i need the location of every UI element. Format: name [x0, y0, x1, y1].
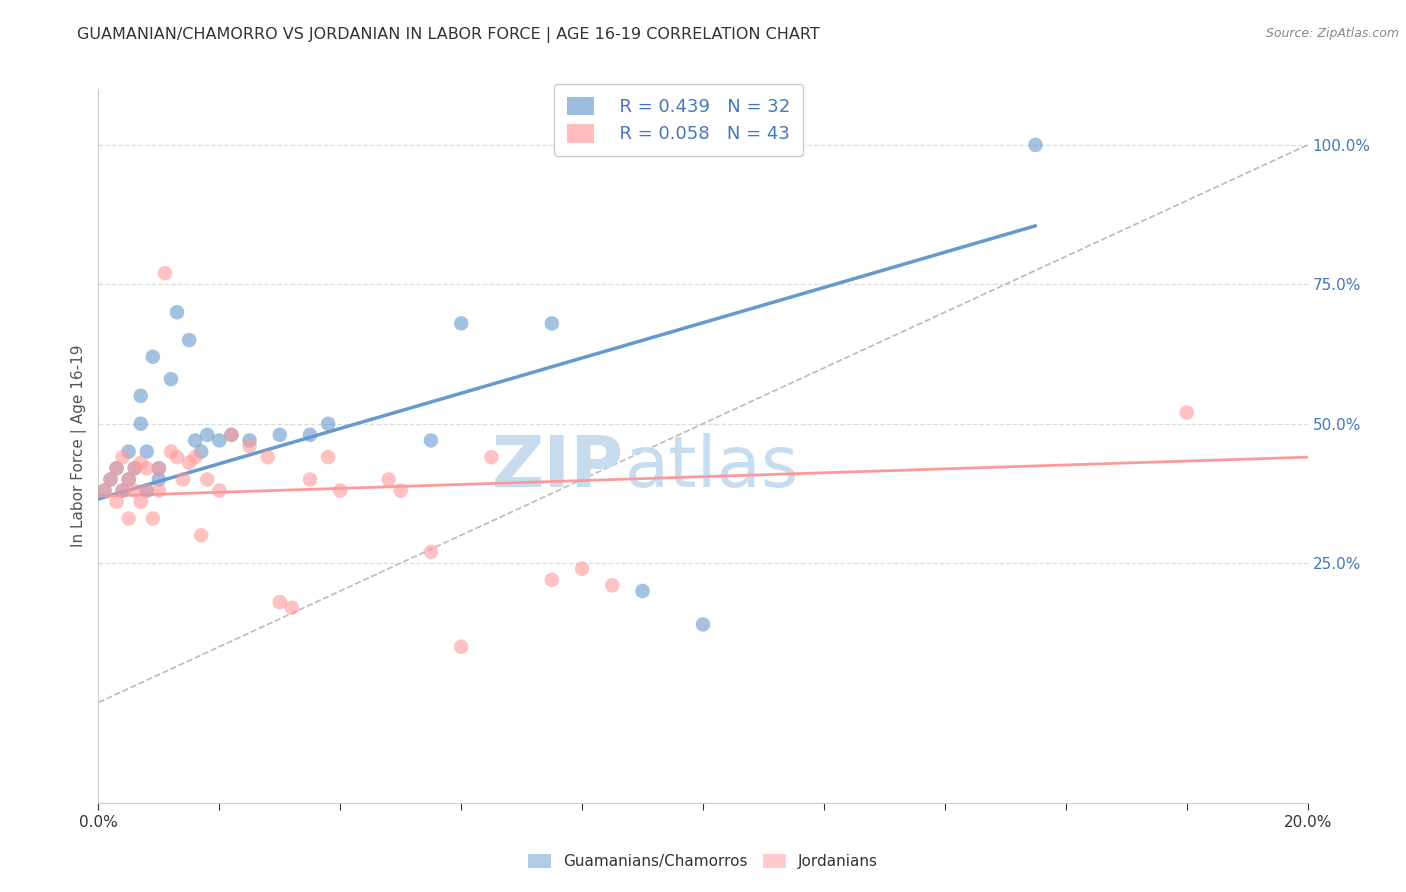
- Point: [208, 483, 231, 498]
- Point: [100, 472, 122, 486]
- Point: [100, 472, 122, 486]
- Point: [111, 483, 134, 498]
- Point: [269, 595, 291, 609]
- Point: [256, 450, 278, 464]
- Point: [195, 472, 218, 486]
- Point: [179, 456, 201, 470]
- Point: [148, 461, 170, 475]
- Point: [377, 472, 399, 486]
- Point: [148, 472, 170, 486]
- Point: [184, 450, 207, 464]
- Point: [111, 450, 134, 464]
- Point: [160, 372, 183, 386]
- Point: [142, 511, 165, 525]
- Y-axis label: In Labor Force | Age 16-19: In Labor Force | Age 16-19: [72, 344, 87, 548]
- Point: [135, 483, 157, 498]
- Point: [118, 472, 141, 486]
- Point: [239, 434, 262, 448]
- Legend:   R = 0.439   N = 32,   R = 0.058   N = 43: R = 0.439 N = 32, R = 0.058 N = 43: [554, 84, 803, 156]
- Text: Source: ZipAtlas.com: Source: ZipAtlas.com: [1265, 27, 1399, 40]
- Point: [160, 444, 183, 458]
- Point: [172, 472, 194, 486]
- Point: [129, 494, 152, 508]
- Point: [129, 456, 152, 470]
- Point: [1024, 137, 1046, 152]
- Point: [179, 333, 201, 347]
- Point: [316, 417, 339, 431]
- Point: [184, 434, 207, 448]
- Point: [105, 494, 128, 508]
- Point: [153, 266, 176, 280]
- Point: [142, 350, 165, 364]
- Point: [166, 305, 188, 319]
- Point: [105, 461, 128, 475]
- Point: [239, 439, 262, 453]
- Text: atlas: atlas: [624, 433, 799, 502]
- Text: GUAMANIAN/CHAMORRO VS JORDANIAN IN LABOR FORCE | AGE 16-19 CORRELATION CHART: GUAMANIAN/CHAMORRO VS JORDANIAN IN LABOR…: [77, 27, 820, 43]
- Point: [195, 427, 218, 442]
- Legend: Guamanians/Chamorros, Jordanians: Guamanians/Chamorros, Jordanians: [522, 848, 884, 875]
- Text: ZIP: ZIP: [492, 433, 624, 502]
- Point: [329, 483, 352, 498]
- Point: [631, 583, 654, 598]
- Point: [692, 617, 714, 632]
- Point: [111, 483, 134, 498]
- Point: [93, 483, 115, 498]
- Point: [299, 472, 322, 486]
- Point: [148, 483, 170, 498]
- Point: [166, 450, 188, 464]
- Point: [190, 528, 212, 542]
- Point: [135, 461, 157, 475]
- Point: [420, 434, 443, 448]
- Point: [540, 573, 562, 587]
- Point: [105, 461, 128, 475]
- Point: [148, 461, 170, 475]
- Point: [129, 417, 152, 431]
- Point: [602, 578, 624, 592]
- Point: [571, 562, 593, 576]
- Point: [316, 450, 339, 464]
- Point: [299, 427, 322, 442]
- Point: [450, 640, 472, 654]
- Point: [118, 444, 141, 458]
- Point: [221, 427, 243, 442]
- Point: [118, 511, 141, 525]
- Point: [269, 427, 291, 442]
- Point: [124, 461, 146, 475]
- Point: [221, 427, 243, 442]
- Point: [129, 389, 152, 403]
- Point: [481, 450, 503, 464]
- Point: [135, 483, 157, 498]
- Point: [124, 483, 146, 498]
- Point: [450, 316, 472, 330]
- Point: [540, 316, 562, 330]
- Point: [1175, 405, 1198, 419]
- Point: [93, 483, 115, 498]
- Point: [190, 444, 212, 458]
- Point: [208, 434, 231, 448]
- Point: [118, 472, 141, 486]
- Point: [124, 461, 146, 475]
- Point: [420, 545, 443, 559]
- Point: [135, 444, 157, 458]
- Point: [281, 600, 304, 615]
- Point: [389, 483, 412, 498]
